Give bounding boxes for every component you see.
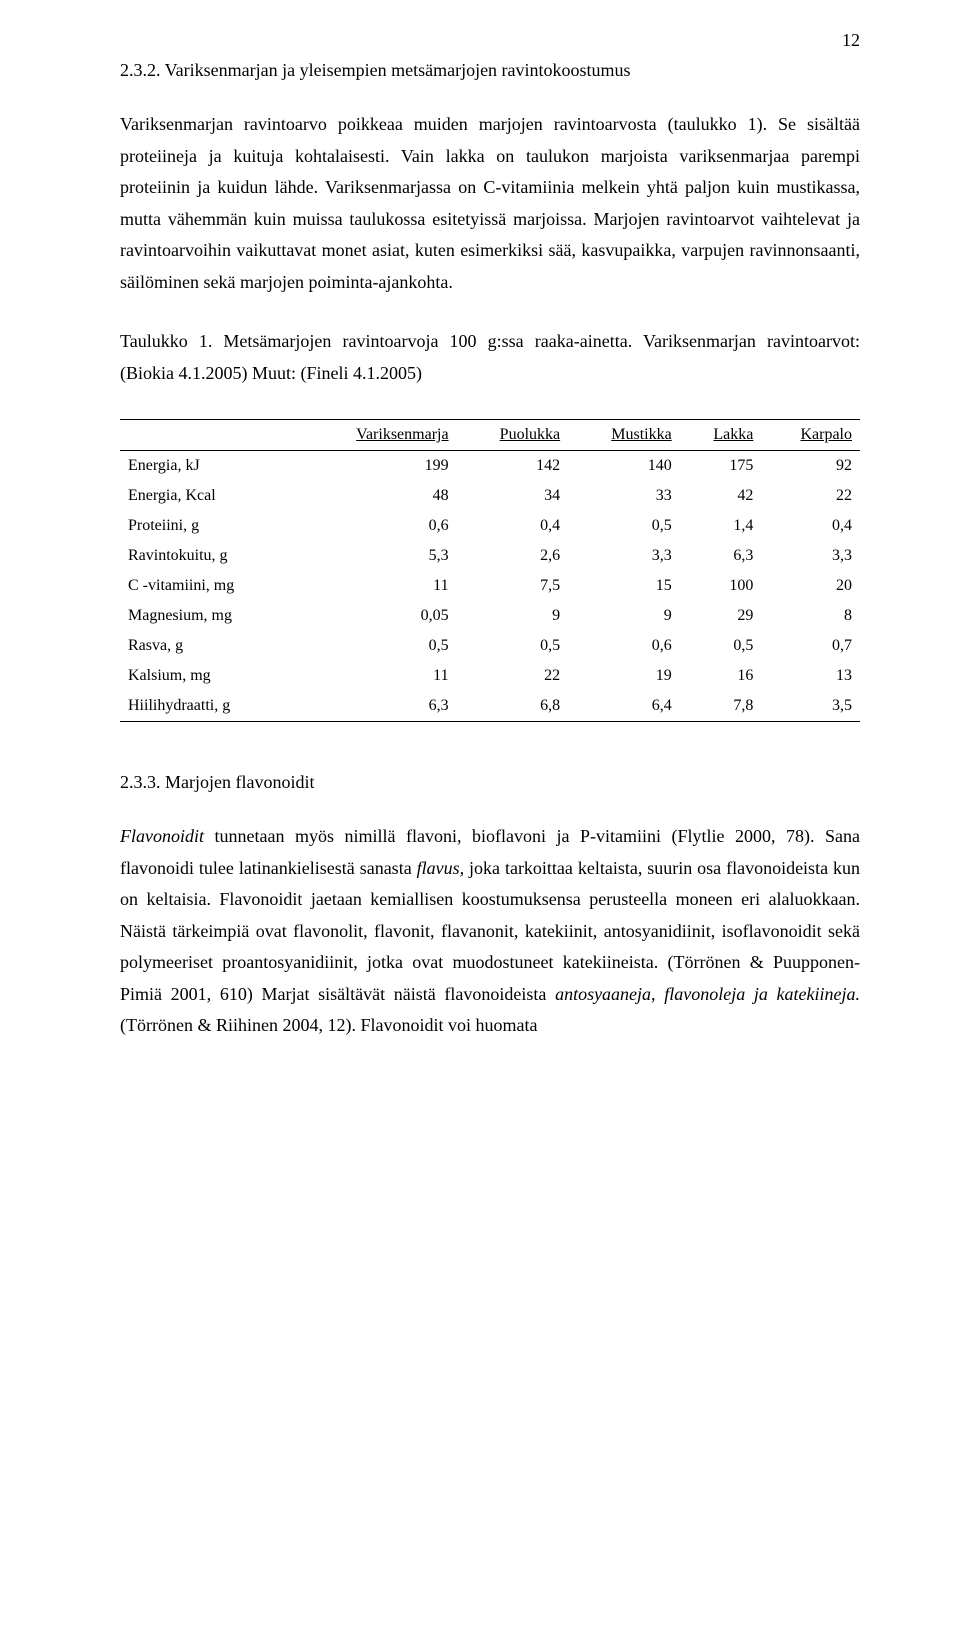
table-row: Energia, kJ19914214017592 — [120, 451, 860, 482]
table-cell: 19 — [568, 661, 680, 691]
table-cell: 7,5 — [457, 571, 569, 601]
text-span: joka tarkoittaa keltaista, suurin osa fl… — [120, 858, 860, 1004]
row-label: Rasva, g — [120, 631, 298, 661]
table-cell: 3,5 — [761, 691, 860, 722]
table-cell: 0,7 — [761, 631, 860, 661]
table-cell: 5,3 — [298, 541, 456, 571]
table-row: Kalsium, mg1122191613 — [120, 661, 860, 691]
table-cell: 13 — [761, 661, 860, 691]
table-cell: 6,8 — [457, 691, 569, 722]
table-cell: 22 — [457, 661, 569, 691]
table-cell: 0,4 — [761, 511, 860, 541]
table-cell: 11 — [298, 661, 456, 691]
table-row: Hiilihydraatti, g6,36,86,47,83,5 — [120, 691, 860, 722]
table-header-empty — [120, 420, 298, 451]
table-cell: 0,5 — [298, 631, 456, 661]
table-row: Magnesium, mg0,0599298 — [120, 601, 860, 631]
table-cell: 33 — [568, 481, 680, 511]
table-cell: 3,3 — [568, 541, 680, 571]
table-caption: Taulukko 1. Metsämarjojen ravintoarvoja … — [120, 326, 860, 389]
text-span: (Törrönen & Riihinen 2004, 12). Flavonoi… — [120, 1015, 537, 1035]
table-header-row: Variksenmarja Puolukka Mustikka Lakka Ka… — [120, 420, 860, 451]
table-cell: 0,6 — [298, 511, 456, 541]
table-cell: 15 — [568, 571, 680, 601]
table-cell: 6,4 — [568, 691, 680, 722]
table-cell: 9 — [568, 601, 680, 631]
col-variksenmarja: Variksenmarja — [298, 420, 456, 451]
table-cell: 0,4 — [457, 511, 569, 541]
row-label: Proteiini, g — [120, 511, 298, 541]
table-cell: 140 — [568, 451, 680, 482]
table-cell: 7,8 — [680, 691, 762, 722]
table-cell: 20 — [761, 571, 860, 601]
col-puolukka: Puolukka — [457, 420, 569, 451]
table-cell: 142 — [457, 451, 569, 482]
col-karpalo: Karpalo — [761, 420, 860, 451]
page-number: 12 — [842, 30, 860, 51]
table-cell: 9 — [457, 601, 569, 631]
page: 12 2.3.2. Variksenmarjan ja yleisempien … — [0, 0, 960, 1639]
row-label: Magnesium, mg — [120, 601, 298, 631]
table-cell: 175 — [680, 451, 762, 482]
section-heading-2-3-3: 2.3.3. Marjojen flavonoidit — [120, 772, 860, 793]
table-cell: 0,5 — [680, 631, 762, 661]
paragraph-flavonoids: Flavonoidit tunnetaan myös nimillä flavo… — [120, 821, 860, 1042]
col-lakka: Lakka — [680, 420, 762, 451]
table-cell: 6,3 — [680, 541, 762, 571]
table-cell: 1,4 — [680, 511, 762, 541]
table-cell: 0,5 — [568, 511, 680, 541]
table-cell: 42 — [680, 481, 762, 511]
table-cell: 0,6 — [568, 631, 680, 661]
table-cell: 100 — [680, 571, 762, 601]
row-label: C -vitamiini, mg — [120, 571, 298, 601]
table-row: C -vitamiini, mg117,51510020 — [120, 571, 860, 601]
row-label: Kalsium, mg — [120, 661, 298, 691]
row-label: Energia, Kcal — [120, 481, 298, 511]
row-label: Energia, kJ — [120, 451, 298, 482]
table-cell: 3,3 — [761, 541, 860, 571]
table-cell: 92 — [761, 451, 860, 482]
table-cell: 16 — [680, 661, 762, 691]
table-row: Ravintokuitu, g5,32,63,36,33,3 — [120, 541, 860, 571]
italic-flavus: flavus, — [417, 858, 465, 878]
table-row: Proteiini, g0,60,40,51,40,4 — [120, 511, 860, 541]
table-cell: 29 — [680, 601, 762, 631]
italic-antosyaaneja: antosyaaneja, flavonoleja ja katekiineja… — [555, 984, 860, 1004]
table-row: Energia, Kcal4834334222 — [120, 481, 860, 511]
table-row: Rasva, g0,50,50,60,50,7 — [120, 631, 860, 661]
section-heading-2-3-2: 2.3.2. Variksenmarjan ja yleisempien met… — [120, 60, 860, 81]
nutrition-table: Variksenmarja Puolukka Mustikka Lakka Ka… — [120, 419, 860, 722]
table-cell: 48 — [298, 481, 456, 511]
table-cell: 22 — [761, 481, 860, 511]
table-cell: 34 — [457, 481, 569, 511]
table-cell: 11 — [298, 571, 456, 601]
table-cell: 199 — [298, 451, 456, 482]
italic-flavonoidit: Flavonoidit — [120, 826, 204, 846]
table-cell: 8 — [761, 601, 860, 631]
paragraph-intro: Variksenmarjan ravintoarvo poikkeaa muid… — [120, 109, 860, 298]
row-label: Ravintokuitu, g — [120, 541, 298, 571]
row-label: Hiilihydraatti, g — [120, 691, 298, 722]
table-cell: 0,05 — [298, 601, 456, 631]
table-cell: 0,5 — [457, 631, 569, 661]
table-cell: 2,6 — [457, 541, 569, 571]
col-mustikka: Mustikka — [568, 420, 680, 451]
table-body: Energia, kJ19914214017592Energia, Kcal48… — [120, 451, 860, 722]
table-cell: 6,3 — [298, 691, 456, 722]
